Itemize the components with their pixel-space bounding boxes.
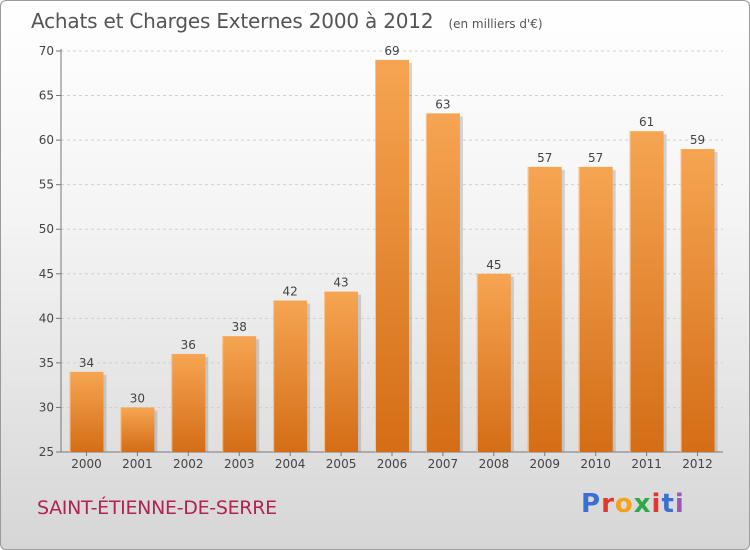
bar-2001 [120,407,155,452]
bar-2011 [629,131,664,452]
y-tick-label: 40 [39,311,54,325]
bar-2005 [324,291,359,452]
x-tick-label: 2011 [631,457,662,471]
value-label: 57 [588,151,603,165]
y-tick-label: 65 [39,89,54,103]
bar-2009 [527,166,562,452]
x-tick-label: 2006 [377,457,408,471]
value-label: 30 [130,391,145,405]
x-tick-label: 2003 [224,457,255,471]
y-tick-label: 25 [39,445,54,459]
bars [69,59,718,453]
y-tick-label: 35 [39,356,54,370]
bar-2008 [476,273,511,452]
bar-2003 [222,336,257,452]
value-label: 63 [435,97,450,111]
brand-letter: i [651,489,662,519]
chart-unit: (en milliers d'€) [448,17,543,31]
y-tick-label: 30 [39,400,54,414]
x-tick-label: 2007 [428,457,459,471]
value-label: 59 [690,133,705,147]
brand-letter: r [601,489,615,519]
brand-logo[interactable]: Proxiti [581,489,685,519]
x-tick-label: 2005 [326,457,357,471]
bar-2006 [375,59,409,453]
y-tick-label: 55 [39,178,54,192]
bar-2012 [680,149,715,452]
bar-2010 [578,166,613,452]
brand-letter: o [614,489,634,519]
brand-letter: P [581,489,602,519]
value-label: 61 [639,115,654,129]
x-tick-label: 2001 [122,457,153,471]
y-tick-label: 50 [39,222,54,236]
value-label: 69 [384,44,399,58]
brand-letter: x [633,489,652,519]
y-tick-label: 45 [39,267,54,281]
x-tick-label: 2002 [173,457,204,471]
bar-2002 [171,353,206,452]
x-tick-label: 2000 [71,457,102,471]
brand-letter: i [674,489,685,519]
bar-2000 [69,371,104,452]
x-tick-label: 2009 [529,457,560,471]
bar-2007 [425,113,460,452]
value-label: 45 [486,258,501,272]
value-label: 38 [232,320,247,334]
value-label: 36 [181,338,196,352]
labels: 34 2000 30 2001 36 2002 38 2003 42 2004 43 2005 69 20… [71,44,713,471]
value-label: 42 [283,285,298,299]
y-tick-label: 60 [39,133,54,147]
x-tick-label: 2012 [682,457,713,471]
x-tick-label: 2004 [275,457,306,471]
y-tick-label: 70 [39,44,54,58]
title-row: Achats et Charges Externes 2000 à 2012 (… [31,9,543,33]
x-tick-label: 2008 [479,457,510,471]
x-tick-label: 2010 [580,457,611,471]
brand-letter: t [661,489,675,519]
chart-title: Achats et Charges Externes 2000 à 2012 [31,9,434,33]
value-label: 57 [537,151,552,165]
place-name: SAINT-ÉTIENNE-DE-SERRE [37,497,277,519]
value-label: 34 [79,356,94,370]
bar-2004 [273,300,308,452]
value-label: 43 [333,276,348,290]
